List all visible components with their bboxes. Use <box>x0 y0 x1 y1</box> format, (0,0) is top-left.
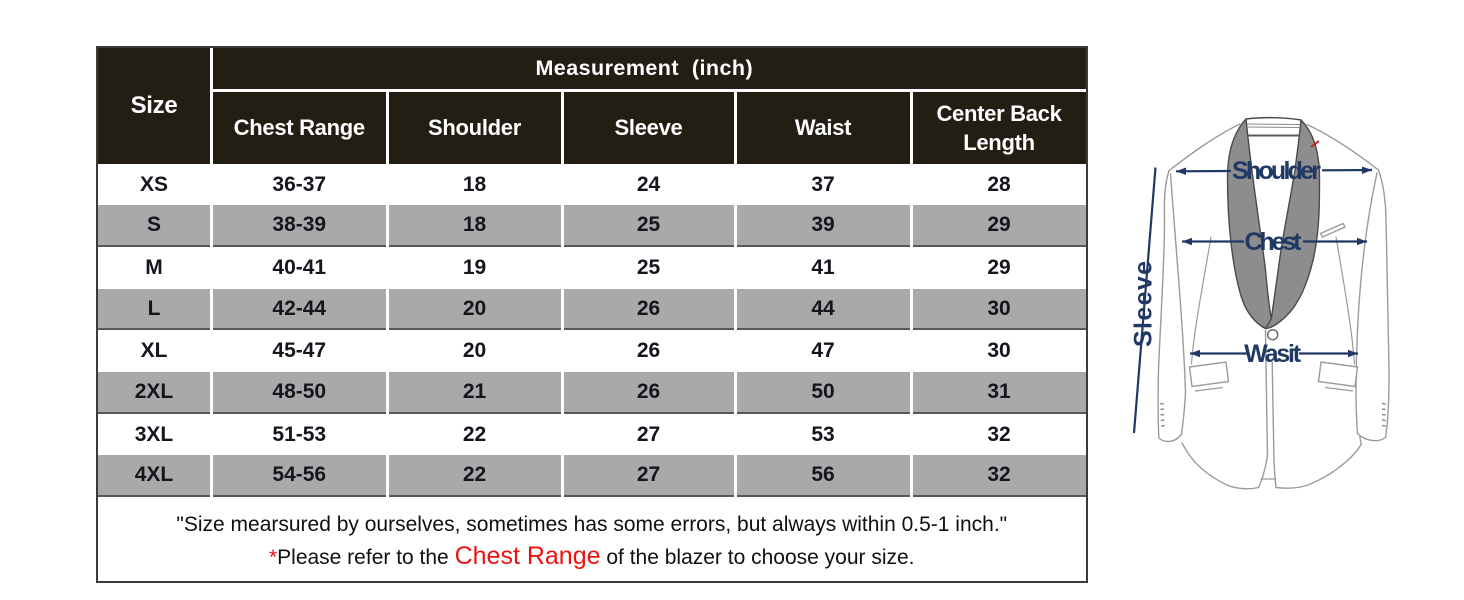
svg-text:Chest: Chest <box>1245 228 1303 256</box>
svg-text:Sleeve: Sleeve <box>1130 261 1158 347</box>
svg-text:Wasit: Wasit <box>1244 340 1302 368</box>
svg-text:Shoulder: Shoulder <box>1232 157 1321 185</box>
